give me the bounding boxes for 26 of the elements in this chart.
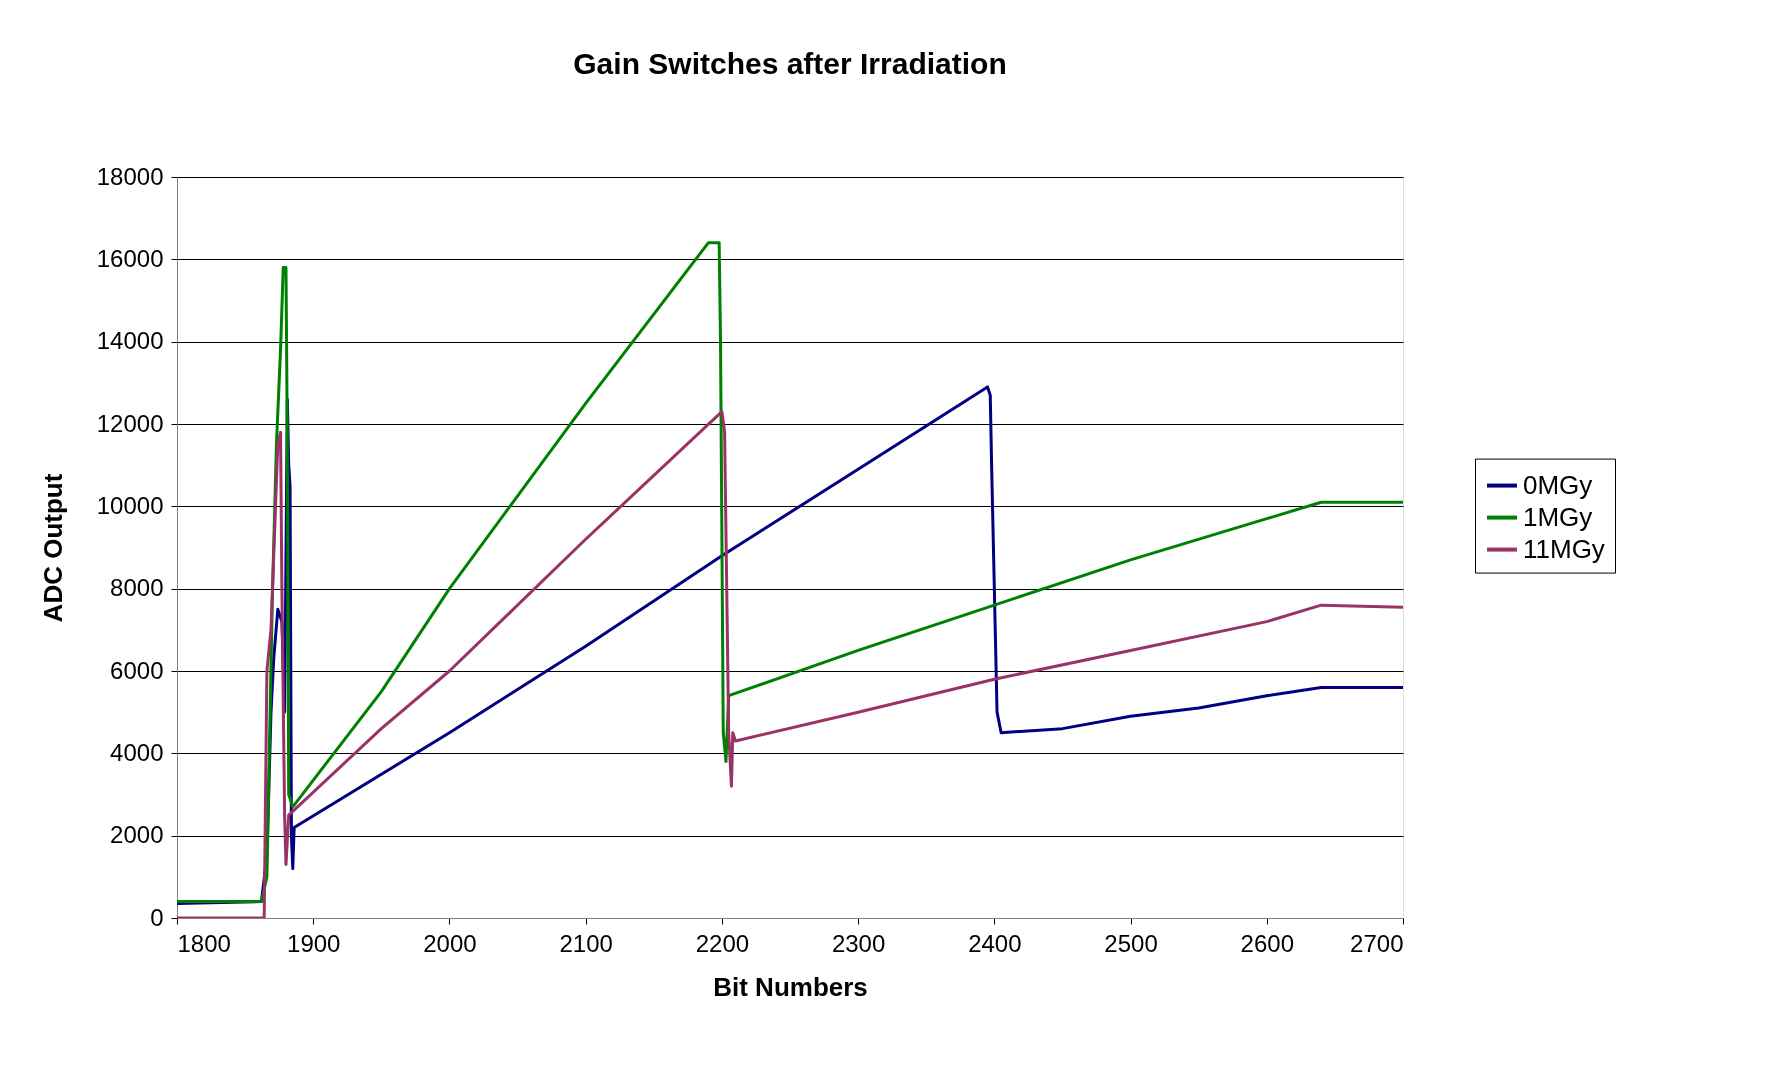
x-tick-label: 2000 bbox=[423, 929, 477, 957]
y-tick-label: 10000 bbox=[96, 491, 164, 519]
y-tick-label: 16000 bbox=[96, 244, 164, 272]
y-tick-label: 6000 bbox=[110, 656, 164, 684]
x-tick-label: 2700 bbox=[1350, 929, 1404, 957]
y-tick-label: 12000 bbox=[96, 409, 164, 437]
legend-label: 11MGy bbox=[1523, 533, 1605, 564]
y-tick-label: 14000 bbox=[96, 327, 164, 355]
chart-title: Gain Switches after Irradiation bbox=[573, 47, 1007, 80]
y-tick-label: 18000 bbox=[96, 162, 164, 190]
y-tick-label: 2000 bbox=[110, 821, 164, 849]
y-axis-title: ADC Output bbox=[37, 473, 68, 623]
x-tick-label: 2400 bbox=[968, 929, 1022, 957]
legend-label: 0MGy bbox=[1523, 469, 1593, 500]
x-tick-label: 2100 bbox=[559, 929, 613, 957]
x-tick-label: 2500 bbox=[1104, 929, 1158, 957]
x-axis-title: Bit Numbers bbox=[713, 971, 868, 1002]
legend-label: 1MGy bbox=[1523, 501, 1593, 532]
x-tick-label: 2600 bbox=[1240, 929, 1294, 957]
x-tick-label: 2300 bbox=[831, 929, 886, 957]
x-tick-label: 1800 bbox=[177, 929, 231, 957]
y-tick-label: 0 bbox=[150, 903, 164, 931]
y-tick-label: 8000 bbox=[110, 574, 164, 602]
x-tick-label: 1900 bbox=[287, 929, 341, 957]
x-tick-label: 2200 bbox=[695, 929, 750, 957]
y-tick-label: 4000 bbox=[110, 738, 164, 766]
